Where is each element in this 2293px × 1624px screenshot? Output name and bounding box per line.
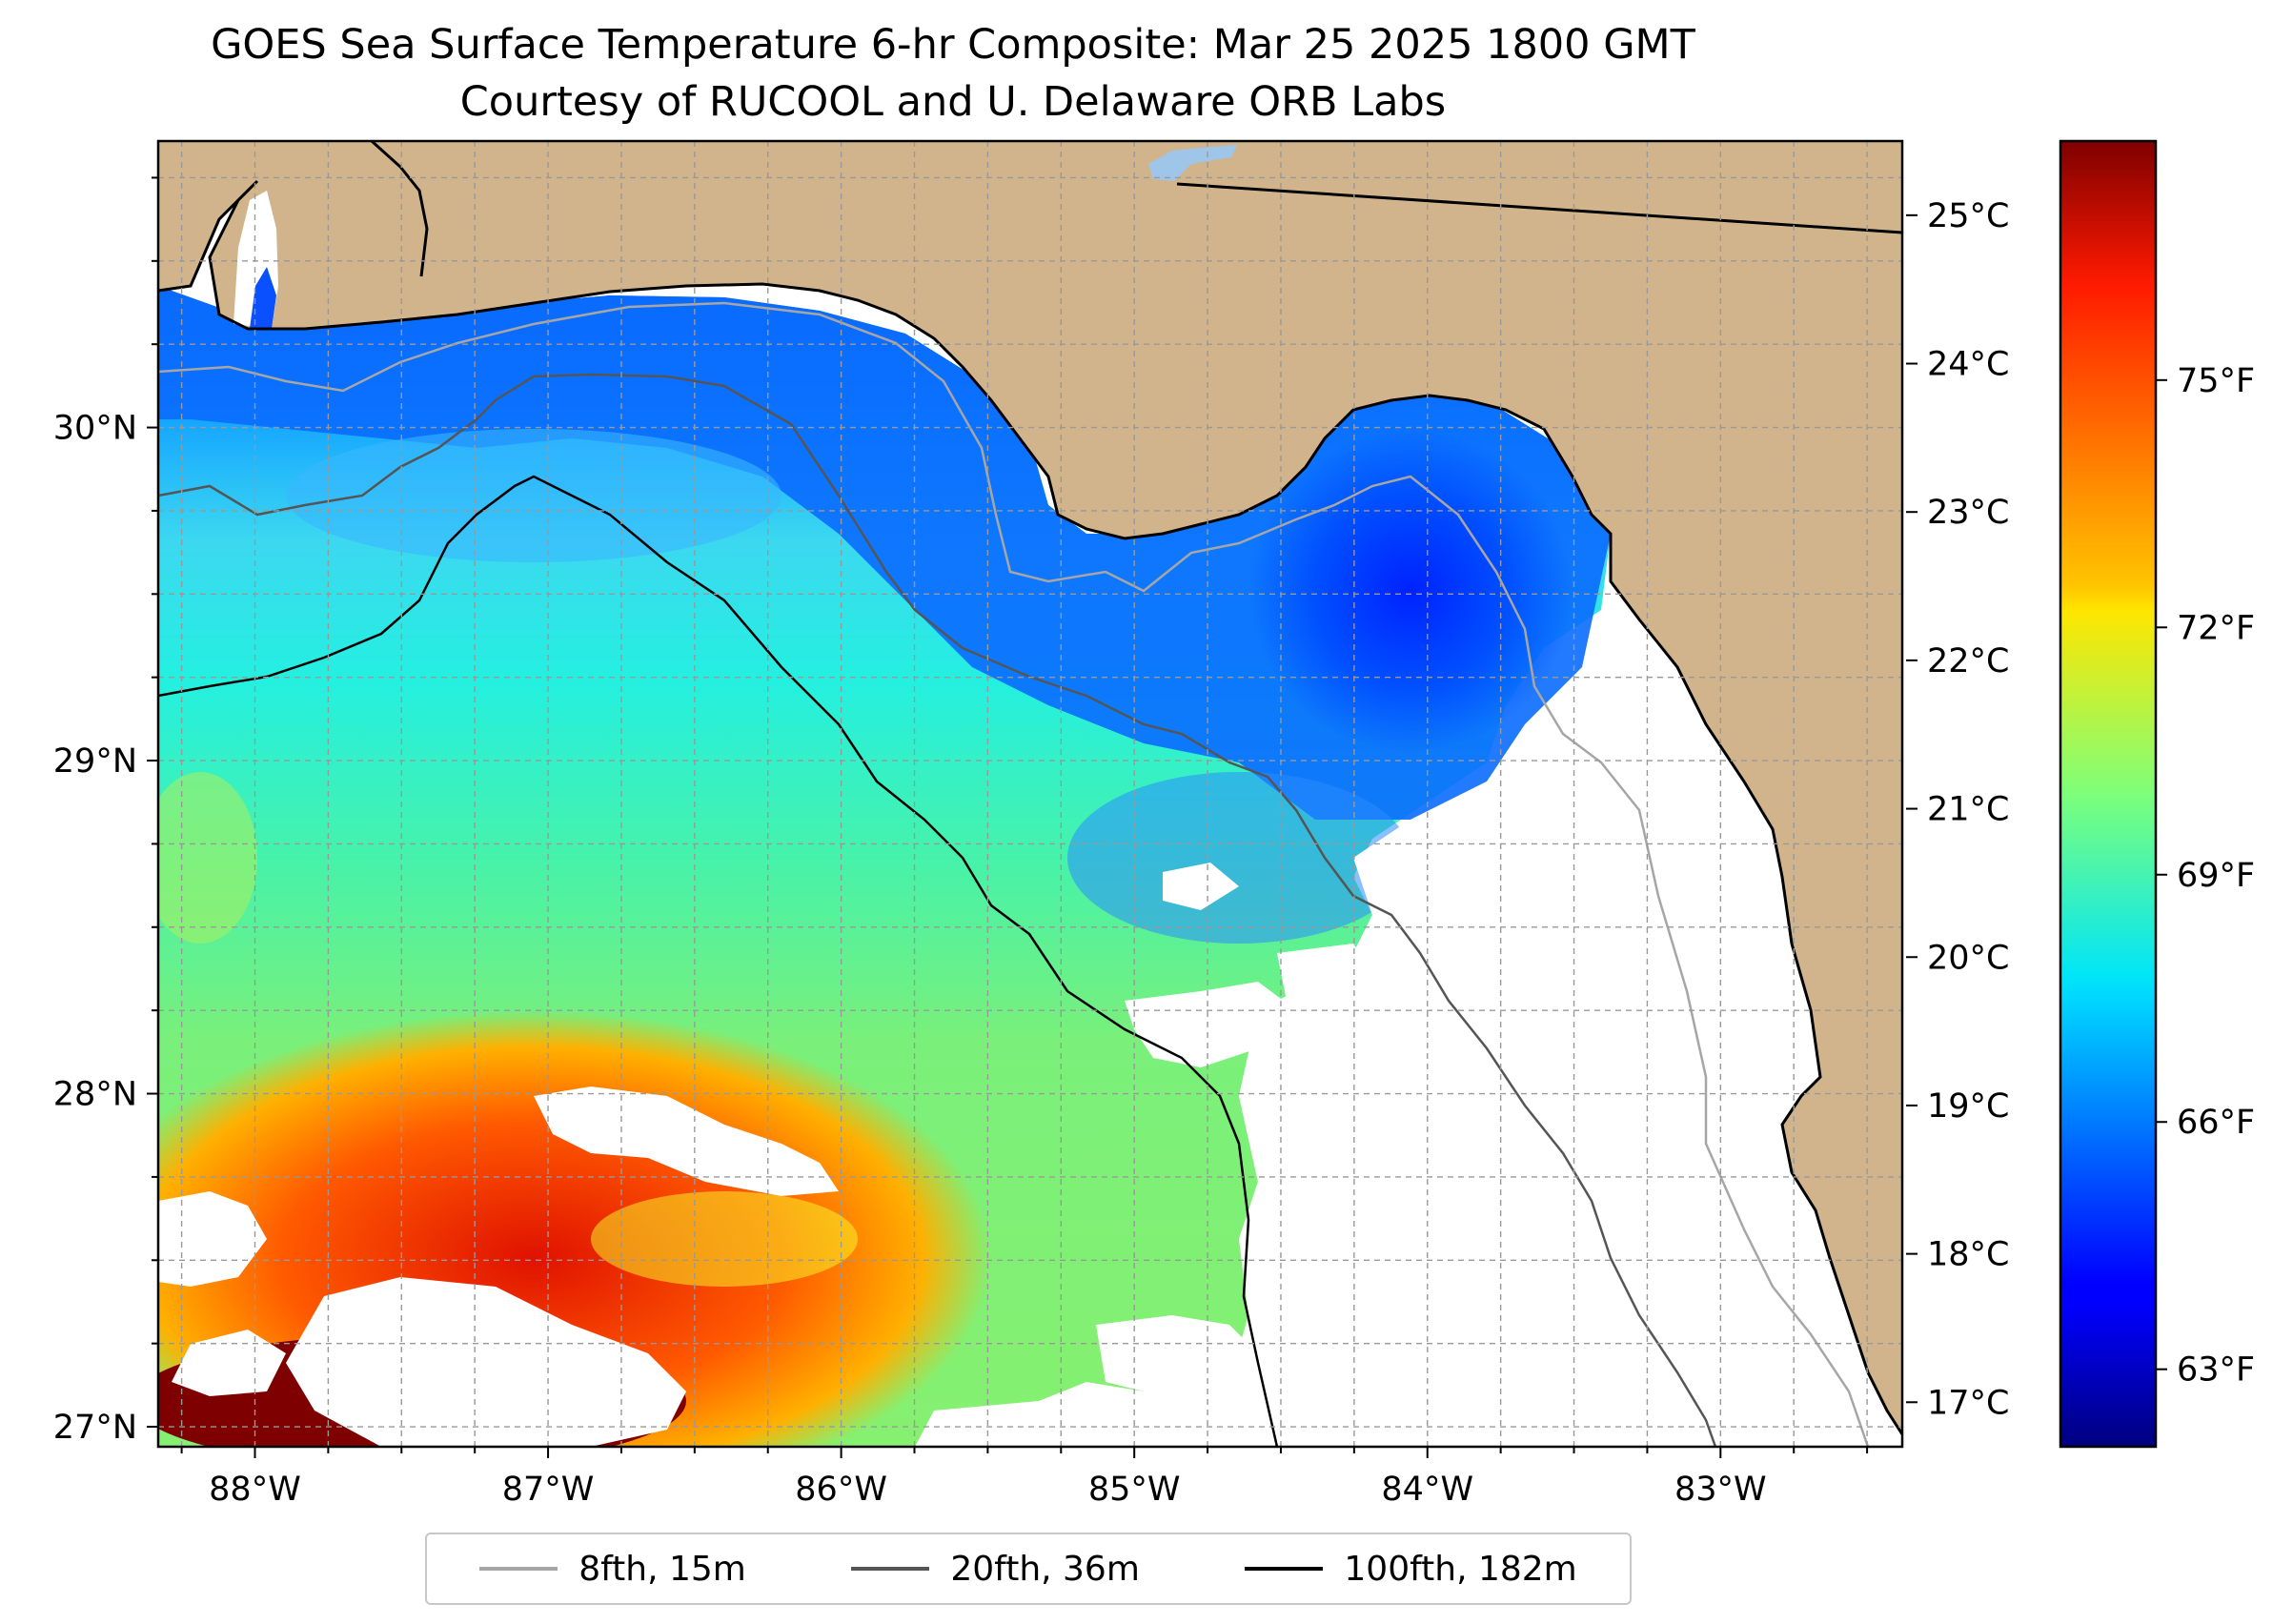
fahrenheit-tick-label: 75°F bbox=[2177, 362, 2255, 400]
lat-tick-label: 30°N bbox=[53, 410, 137, 448]
colorbar-ticks: 17°C 18°C 19°C 20°C 21°C 22°C 23°C 24°C 25°C 63°F… bbox=[1906, 197, 2255, 1422]
lake bbox=[1148, 145, 1237, 181]
fahrenheit-tick-label: 72°F bbox=[2177, 609, 2255, 647]
lon-tick-label: 87°W bbox=[502, 1471, 595, 1509]
legend-item-100fth: 100fth, 182m bbox=[1245, 1549, 1577, 1589]
lon-tick-label: 85°W bbox=[1088, 1471, 1181, 1509]
map-area bbox=[158, 141, 1902, 1447]
celsius-tick-label: 22°C bbox=[1927, 642, 2009, 680]
northwest-coast bbox=[370, 141, 429, 277]
celsius-tick-label: 25°C bbox=[1927, 197, 2009, 235]
lon-tick-label: 84°W bbox=[1381, 1471, 1473, 1509]
figure-subtitle: Courtesy of RUCOOL and U. Delaware ORB L… bbox=[459, 78, 1447, 126]
celsius-tick-label: 20°C bbox=[1927, 939, 2009, 977]
sst-cool-tongue bbox=[1067, 772, 1410, 944]
legend-swatch bbox=[851, 1567, 930, 1571]
axis-ticks: 88°W 87°W 86°W 85°W 84°W 83°W 27°N 28°N 29°N 30°N bbox=[53, 176, 1869, 1509]
lon-tick-label: 83°W bbox=[1674, 1471, 1767, 1509]
lon-tick-label: 88°W bbox=[209, 1471, 301, 1509]
map-frame bbox=[156, 139, 1904, 1449]
sst-cold-core bbox=[1248, 429, 1573, 753]
legend-item-20fth: 20fth, 36m bbox=[851, 1550, 1140, 1589]
legend-label: 8fth, 15m bbox=[578, 1549, 746, 1589]
state-border bbox=[1176, 182, 1902, 234]
isobath-legend: 8fth, 15m 20fth, 36m 100fth, 182m bbox=[425, 1533, 1632, 1605]
gridlines bbox=[158, 141, 1902, 1447]
celsius-tick-label: 23°C bbox=[1927, 494, 2009, 532]
isobath-36m bbox=[158, 373, 1717, 1447]
isobath-15m bbox=[158, 301, 1870, 1447]
legend-label: 20fth, 36m bbox=[950, 1549, 1140, 1589]
legend-swatch bbox=[1245, 1567, 1324, 1571]
legend-item-8fth: 8fth, 15m bbox=[479, 1550, 746, 1589]
mobile-bay-sst bbox=[250, 267, 276, 329]
figure-title: GOES Sea Surface Temperature 6-hr Compos… bbox=[211, 21, 1695, 69]
lat-tick-label: 27°N bbox=[53, 1409, 137, 1447]
land bbox=[158, 141, 1902, 1434]
celsius-tick-label: 17°C bbox=[1927, 1384, 2009, 1422]
celsius-tick-label: 18°C bbox=[1927, 1236, 2009, 1274]
celsius-tick-label: 21°C bbox=[1927, 791, 2009, 829]
colorbar bbox=[2059, 139, 2158, 1449]
lat-tick-label: 28°N bbox=[53, 1076, 137, 1114]
legend-swatch bbox=[479, 1567, 558, 1571]
sst-yellow-band bbox=[591, 1191, 858, 1287]
isobath-182m bbox=[158, 475, 1279, 1447]
lon-tick-label: 86°W bbox=[795, 1471, 887, 1509]
coastline bbox=[158, 179, 1902, 1435]
celsius-tick-label: 19°C bbox=[1927, 1087, 2009, 1126]
fahrenheit-tick-label: 66°F bbox=[2177, 1104, 2255, 1142]
legend-label: 100fth, 182m bbox=[1344, 1549, 1577, 1589]
fahrenheit-tick-label: 69°F bbox=[2177, 857, 2255, 895]
celsius-tick-label: 24°C bbox=[1927, 346, 2009, 384]
sst-cold-band bbox=[158, 286, 1611, 820]
sst-lime-patch bbox=[158, 772, 257, 944]
fahrenheit-tick-label: 63°F bbox=[2177, 1351, 2255, 1390]
lat-tick-label: 29°N bbox=[53, 742, 137, 781]
